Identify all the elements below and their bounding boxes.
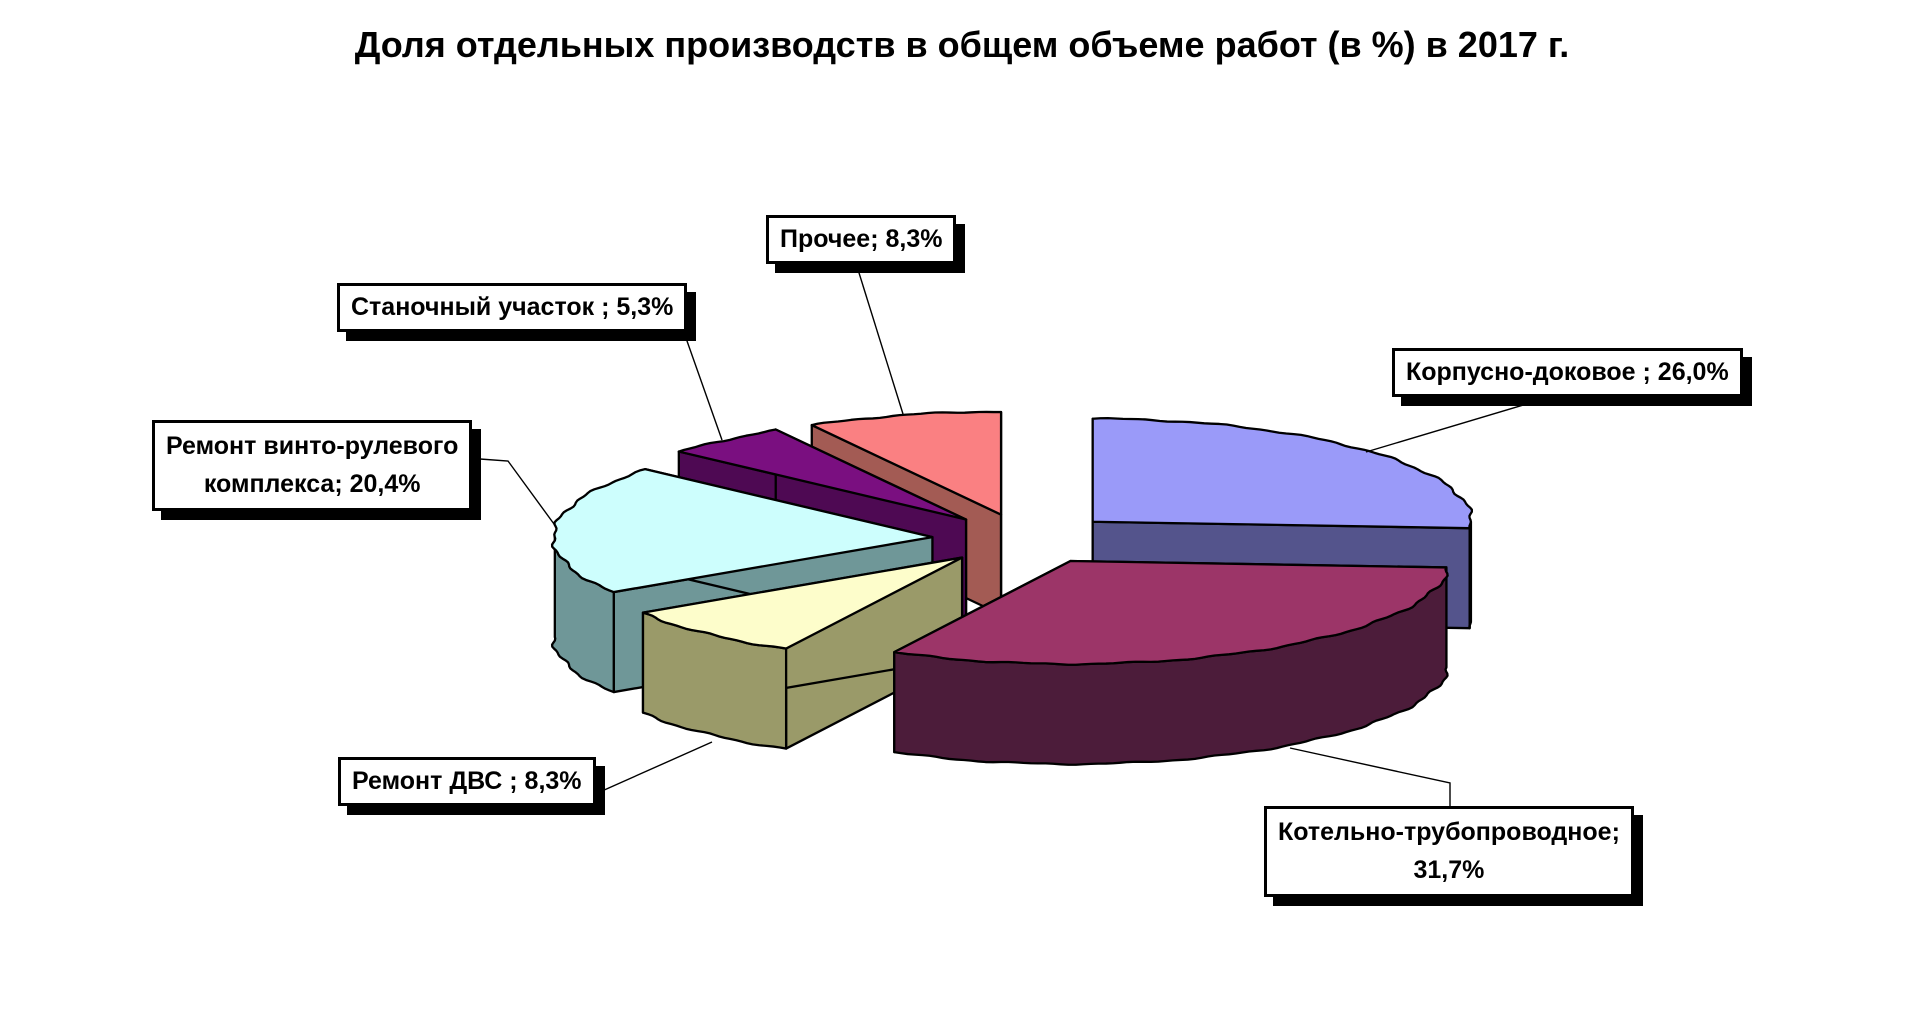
callout-label: Станочный участок ; 5,3%: [351, 293, 674, 321]
leader-line-vinto-rulevoy: [479, 458, 555, 525]
callout-label: Ремонт ДВС ; 8,3%: [352, 767, 582, 795]
callout-prochee[interactable]: Прочее; 8,3%: [766, 215, 957, 264]
slice-kotelno-truboprovodnoe-top-face[interactable]: [893, 559, 1449, 666]
slice-korpusno-dokovoe-front-wall: [1468, 520, 1473, 630]
leader-line-kotelno-truboprovodnoe: [1289, 747, 1451, 810]
callout-label: комплекса; 20,4%: [203, 469, 421, 498]
callout-vinto-rulevoy-kompleks[interactable]: Ремонт винто-рулевого комплекса; 20,4%: [152, 420, 473, 511]
slice-korpusno-dokovoe-top-face[interactable]: [1091, 417, 1474, 530]
callout-korpusno-dokovoe[interactable]: Корпусно-доковое ; 26,0%: [1392, 348, 1743, 397]
slice-prochee-top-face[interactable]: [810, 410, 1003, 516]
callout-kotelno-truboprovodnoe[interactable]: Котельно-трубопроводное; 31,7%: [1264, 806, 1634, 897]
chart-title: Доля отдельных производств в общем объем…: [354, 24, 1570, 65]
leader-line-prochee: [854, 259, 904, 415]
callout-label: 31,7%: [1413, 855, 1485, 884]
leader-line-remont-dvs: [592, 741, 713, 796]
slice-remont-dvs-top-face[interactable]: [641, 556, 964, 650]
callout-remont-dvs[interactable]: Ремонт ДВС ; 8,3%: [338, 757, 596, 806]
callout-stanochny-uchastok[interactable]: Станочный участок ; 5,3%: [337, 283, 688, 332]
slice-vinto-rulevoy-top-face[interactable]: [550, 467, 934, 594]
callout-label: Прочее; 8,3%: [780, 225, 943, 253]
callout-label: Котельно-трубопроводное;: [1278, 818, 1620, 846]
callout-label: Ремонт винто-рулевого: [166, 432, 459, 460]
leader-line-korpusno-dokovoe: [1365, 393, 1561, 453]
slice-stanochny-uchastok-top-face[interactable]: [677, 428, 968, 521]
callout-label: Корпусно-доковое ; 26,0%: [1406, 358, 1729, 386]
